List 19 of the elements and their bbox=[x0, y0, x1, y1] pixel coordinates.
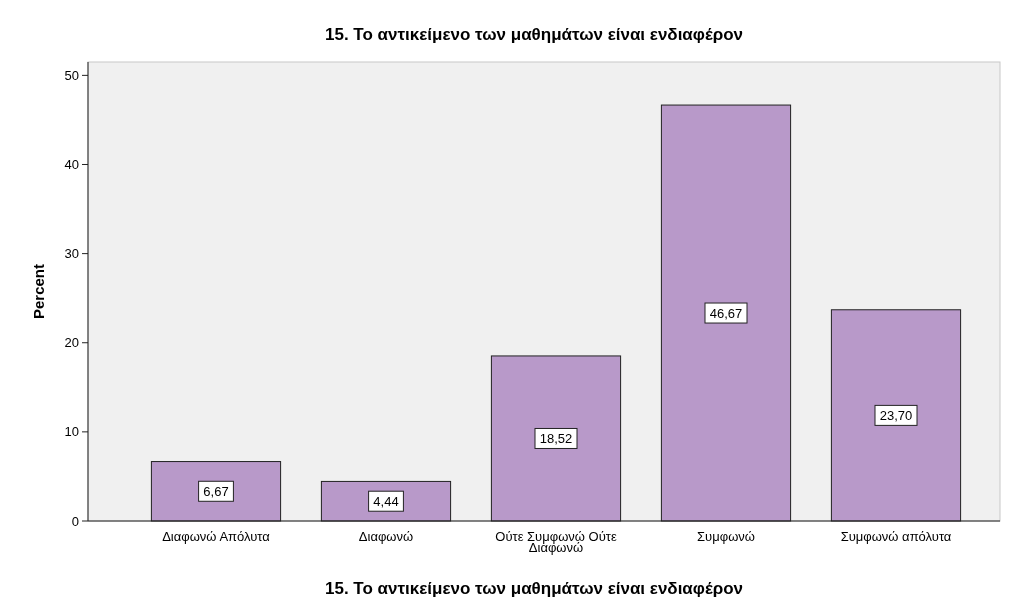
y-tick-label: 20 bbox=[64, 335, 79, 351]
data-label: 46,67 bbox=[709, 305, 743, 321]
y-tick-label: 10 bbox=[64, 424, 79, 440]
y-tick-label: 40 bbox=[64, 157, 79, 172]
y-tick-label: 0 bbox=[71, 513, 79, 529]
x-axis-title: 15. Το αντικείμενο των μαθημάτων είναι ενδιαφέρον bbox=[324, 579, 744, 598]
chart-title: 15. Το αντικείμενο των μαθημάτων είναι ενδιαφέρον bbox=[324, 25, 744, 44]
x-tick-label: Διαφωνώ Απόλυτα bbox=[162, 529, 271, 544]
data-label: 18,52 bbox=[539, 430, 573, 446]
x-tick-label: Συμφωνώ bbox=[697, 529, 755, 544]
x-tick-label: Συμφωνώ απόλυτα bbox=[840, 529, 952, 544]
data-label: 6,67 bbox=[203, 483, 229, 499]
y-tick-label: 50 bbox=[64, 67, 79, 83]
data-label: 23,70 bbox=[879, 407, 913, 423]
y-axis-title: Percent bbox=[30, 263, 47, 320]
x-tick-label: Ούτε Συμφωνώ Ούτε Διαφωνώ bbox=[495, 529, 617, 555]
y-tick-label: 30 bbox=[64, 246, 79, 262]
data-label: 4,44 bbox=[373, 493, 399, 509]
x-tick-label: Διαφωνώ bbox=[358, 529, 414, 544]
